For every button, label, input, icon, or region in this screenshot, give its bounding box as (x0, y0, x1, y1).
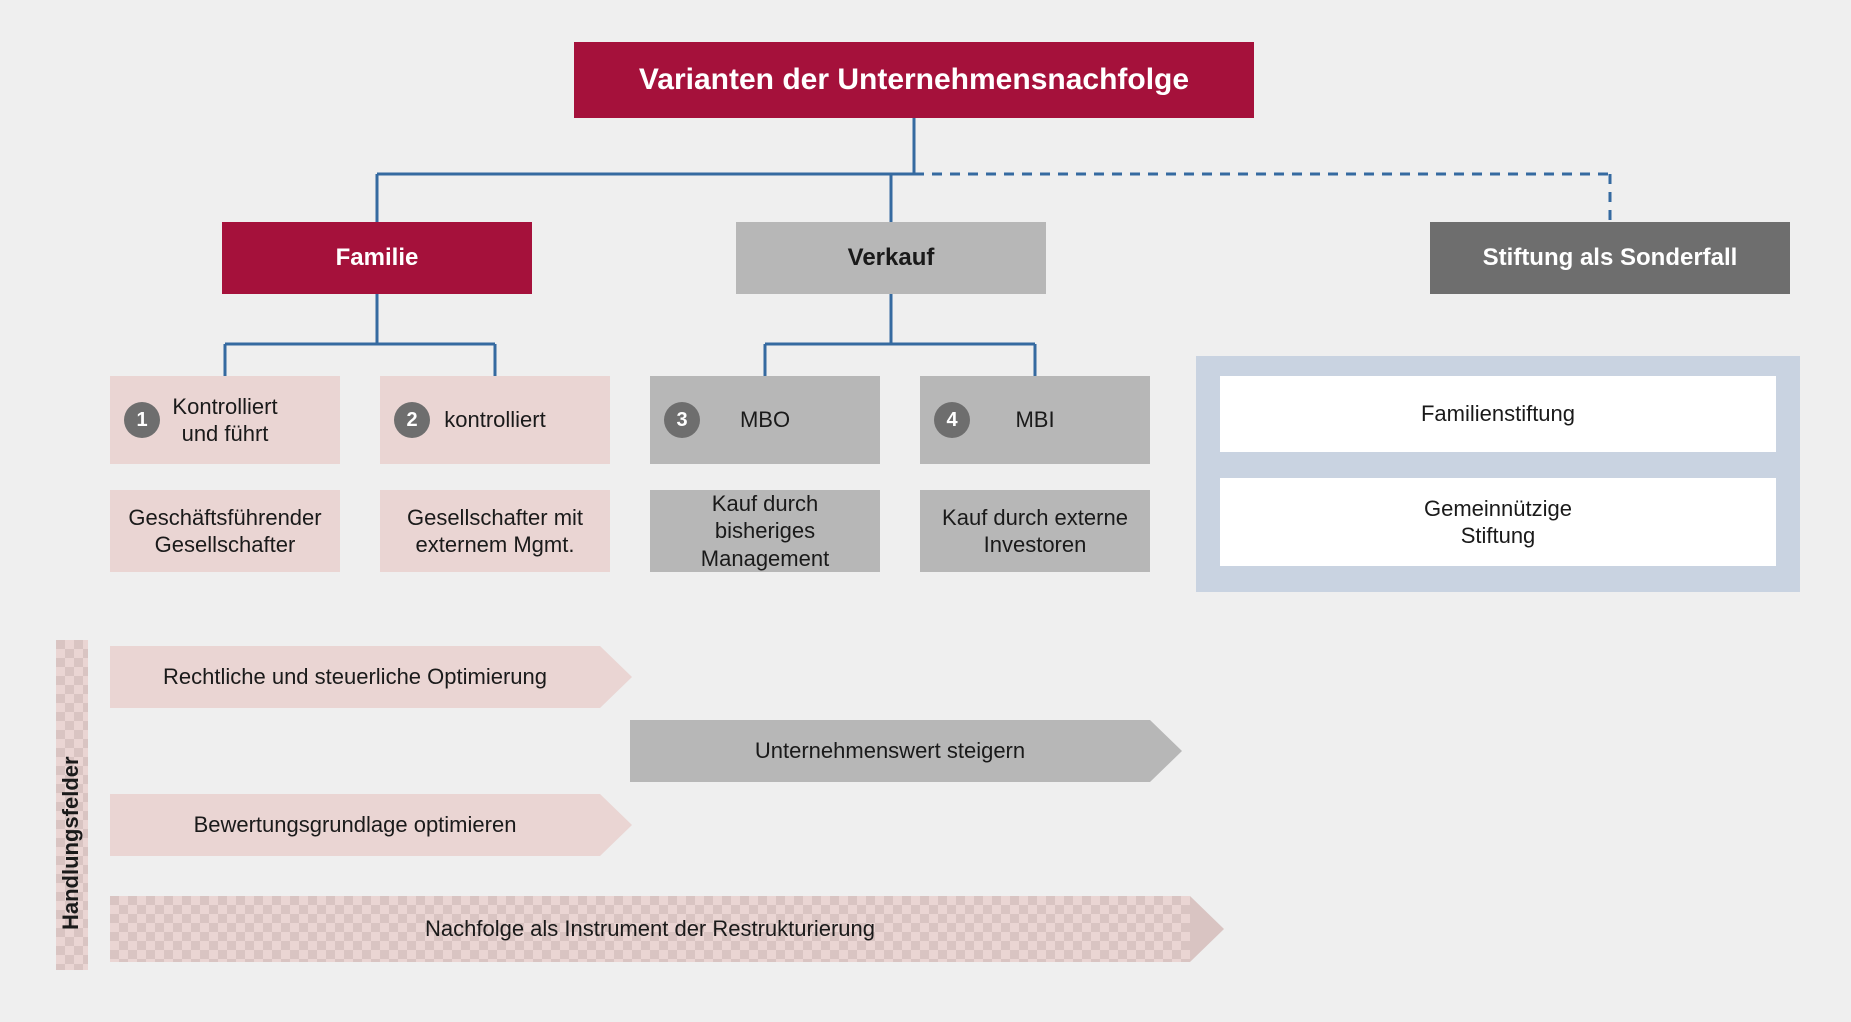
desc2-label: Gesellschafter mit externem Mgmt. (407, 504, 583, 559)
leaf2-number-badge: 2 (394, 402, 430, 438)
branch-verkauf: Verkauf (736, 222, 1046, 294)
branch-stiftung: Stiftung als Sonderfall (1430, 222, 1790, 294)
arrow-rechtliche-steuerliche-optimierung: Rechtliche und steuerliche Optimierung (110, 646, 600, 708)
arrow-unternehmenswert-steigern: Unternehmenswert steigern (630, 720, 1150, 782)
arrow-a2-label: Bewertungsgrundlage optimieren (194, 812, 517, 838)
branch-familie: Familie (222, 222, 532, 294)
arrow-nachfolge-restrukturierung: Nachfolge als Instrument der Restrukturi… (110, 896, 1190, 962)
leaf3-number-badge: 3 (664, 402, 700, 438)
leaf1-number: 1 (136, 409, 147, 432)
arrow-a3-label: Unternehmenswert steigern (755, 738, 1025, 764)
root-title-box: Varianten der Unternehmensnachfolge (574, 42, 1254, 118)
arrow-a1-label: Rechtliche und steuerliche Optimierung (163, 664, 547, 690)
branch-verkauf-label: Verkauf (848, 243, 935, 273)
desc-kauf-externe-investoren: Kauf durch externe Investoren (920, 490, 1150, 572)
desc4-label: Kauf durch externe Investoren (942, 504, 1128, 559)
desc3-label: Kauf durch bisheriges Management (664, 490, 866, 573)
arrow-a1-head-icon (600, 646, 632, 708)
arrow-bewertungsgrundlage-optimieren: Bewertungsgrundlage optimieren (110, 794, 600, 856)
desc-geschaeftsfuehrender-gesellschafter: Geschäftsführender Gesellschafter (110, 490, 340, 572)
arrow-a3-head-icon (1150, 720, 1182, 782)
root-title-label: Varianten der Unternehmensnachfolge (639, 61, 1189, 99)
leaf4-number: 4 (946, 409, 957, 432)
stiftung-option-a-label: Familienstiftung (1421, 400, 1575, 428)
leaf1-label: Kontrolliert und führt (172, 393, 277, 448)
branch-familie-label: Familie (336, 243, 419, 273)
leaf3-label: MBO (740, 406, 790, 434)
handlungsfelder-text: Handlungsfelder (58, 756, 83, 930)
branch-stiftung-label: Stiftung als Sonderfall (1483, 243, 1738, 273)
arrow-a4-label: Nachfolge als Instrument der Restrukturi… (425, 916, 875, 942)
handlungsfelder-label: Handlungsfelder (58, 680, 84, 930)
stiftung-option-gemeinnuetzige: Gemeinnützige Stiftung (1220, 478, 1776, 566)
stiftung-option-b-label: Gemeinnützige Stiftung (1424, 495, 1572, 550)
leaf2-number: 2 (406, 409, 417, 432)
leaf4-label: MBI (1015, 406, 1054, 434)
stiftung-option-familienstiftung: Familienstiftung (1220, 376, 1776, 452)
desc-gesellschafter-externes-mgmt: Gesellschafter mit externem Mgmt. (380, 490, 610, 572)
leaf1-number-badge: 1 (124, 402, 160, 438)
leaf4-number-badge: 4 (934, 402, 970, 438)
arrow-a4-head-icon (1190, 896, 1224, 962)
leaf2-label: kontrolliert (444, 406, 545, 434)
desc-kauf-bisheriges-mgmt: Kauf durch bisheriges Management (650, 490, 880, 572)
leaf3-number: 3 (676, 409, 687, 432)
arrow-a2-head-icon (600, 794, 632, 856)
desc1-label: Geschäftsführender Gesellschafter (128, 504, 321, 559)
